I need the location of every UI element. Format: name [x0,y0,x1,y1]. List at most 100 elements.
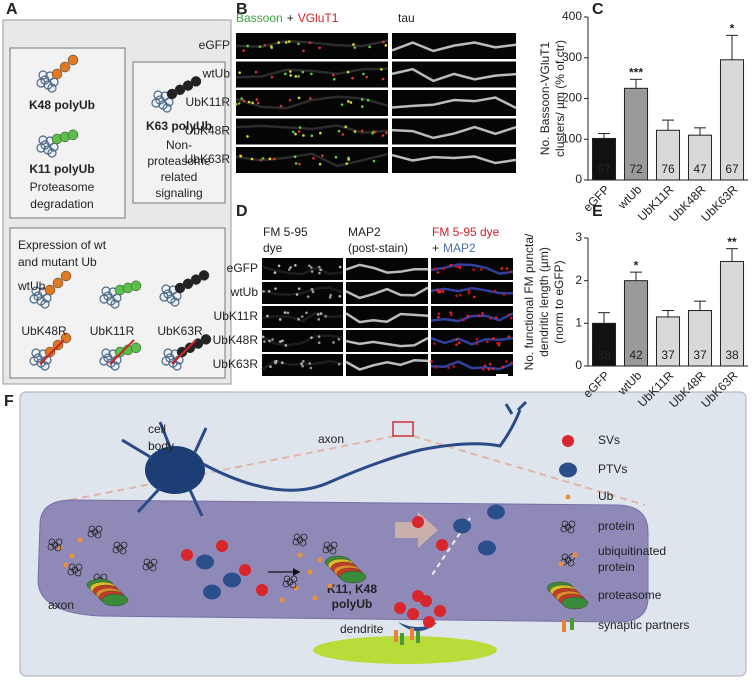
puncta [289,70,292,73]
puncta [434,366,438,369]
puncta [261,157,265,160]
puncta [360,105,364,108]
ub-icon [558,561,564,567]
puncta [458,341,461,345]
ub-ball [52,277,64,289]
ub-icon [69,553,75,559]
puncta [292,130,295,134]
puncta [501,365,504,369]
bar [623,280,649,367]
ub-ball [130,342,142,354]
protein-icon [112,546,120,554]
ub-icon [565,494,571,500]
puncta [478,314,481,317]
channel-header: (post-stain) [348,241,408,255]
puncta [312,156,315,160]
y-tick-label: 0 [575,358,582,372]
function-note: Proteasome [30,180,95,194]
legend-label: SVs [598,433,620,447]
cell-body-label: body [148,439,174,453]
puncta [368,45,371,49]
puncta [487,367,491,371]
panel-label: A [6,1,18,18]
channel-header: FM 5-95 [263,225,308,239]
panel-label: C [592,1,604,18]
puncta [466,314,469,318]
legend-label: proteasome [598,588,662,602]
puncta [259,158,263,162]
protein-icon [293,533,301,541]
construct-label: UbK63R [157,324,203,338]
puncta [349,101,353,104]
puncta [455,338,459,341]
protein-coil [110,361,120,371]
puncta [298,126,302,129]
puncta [381,77,385,81]
axon-label: axon [48,598,74,612]
puncta [268,339,271,343]
puncta [308,362,312,365]
neurite [391,153,517,165]
puncta [294,75,298,78]
puncta [317,318,321,321]
protein-icon [292,538,300,546]
puncta [283,311,287,314]
puncta [319,312,323,315]
row-label: UbK48R [213,333,259,347]
puncta [505,267,509,270]
protein-coil [40,361,50,371]
puncta [301,364,304,368]
puncta [281,339,284,343]
ub-chain-icon [29,332,72,371]
sv-icon [412,590,424,602]
proteasome-icon [101,593,129,607]
puncta [507,313,511,317]
puncta [338,265,342,269]
puncta [286,311,290,315]
sv-icon [256,584,268,596]
puncta [297,287,301,290]
sample-size: 72 [629,162,643,176]
puncta [319,131,322,135]
significance: *** [629,66,643,80]
puncta [294,264,297,267]
puncta [380,68,383,71]
synaptic-partner [400,633,404,645]
puncta [242,99,246,103]
puncta [316,313,320,316]
puncta [324,315,327,318]
neurite [261,286,344,297]
puncta [481,312,484,315]
neurite [391,67,517,83]
micrograph [431,354,513,376]
puncta [278,318,282,321]
puncta [239,154,243,158]
puncta [237,102,241,105]
puncta [246,44,249,48]
puncta [306,295,310,298]
puncta [310,134,314,138]
ub-ball [198,270,210,281]
bar [591,137,617,181]
row-label: UbK63R [213,357,259,371]
neurite [430,336,514,346]
puncta [473,295,476,299]
puncta [455,294,458,298]
ub-chain-icon [159,270,210,307]
neurite [430,312,514,323]
synaptic-partner [410,628,414,640]
puncta [353,130,357,133]
sv-icon [394,602,406,614]
neurite [345,263,429,274]
puncta [267,289,271,293]
protein-coil [31,286,41,296]
neurite [430,360,514,371]
row-label: UbK63R [185,152,231,166]
puncta [346,70,350,74]
protein-coil [172,361,182,371]
puncta [385,131,388,135]
micrograph [262,258,343,280]
puncta [261,335,265,339]
micrograph [392,90,516,116]
zoom-line [412,435,646,506]
